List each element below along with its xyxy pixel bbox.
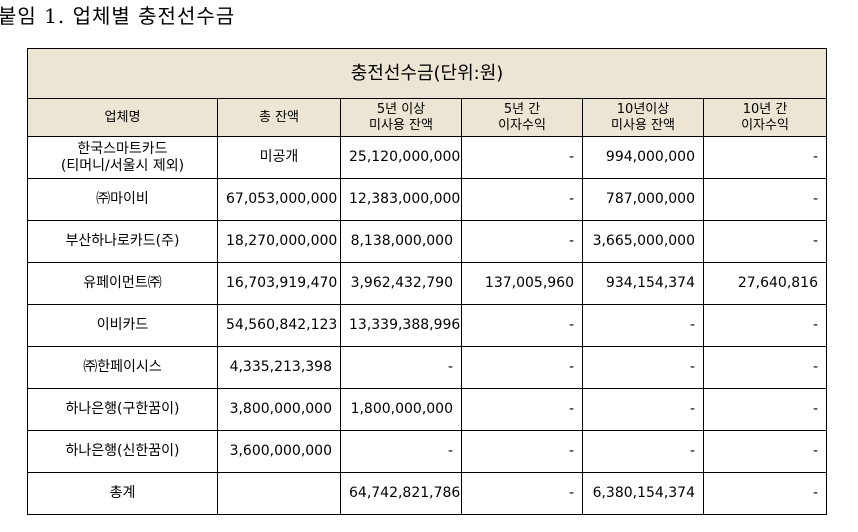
amount-cell: 54,560,842,123 [217,304,341,347]
table-body: 한국스마트카드 (티머니/서울시 제외) 미공개 25,120,000,000-99… [27,136,827,515]
amount-cell: - [461,178,583,221]
company-name: 한국스마트카드 (티머니/서울시 제외) [27,136,218,179]
company-name: ㈜마이비 [27,178,218,221]
amount-cell: - [461,136,583,179]
column-header: 업체명 [27,98,218,137]
amount-cell: 1,800,000,000 [340,388,462,431]
amount-cell: 27,640,816 [703,262,827,305]
company-name: 총계 [27,472,218,515]
amount-cell: 12,383,000,000 [340,178,462,221]
table-row: 이비카드 54,560,842,123 13,339,388,996- - - [27,304,827,347]
amount-cell: 8,138,000,000 [340,220,462,263]
table-caption: 충전선수금(단위:원) [27,48,827,99]
company-name: 부산하나로카드(주) [27,220,218,263]
amount-cell: 미공개 [217,136,341,179]
amount-cell: - [703,472,827,515]
amount-cell: 6,380,154,374 [582,472,704,515]
column-header: 5년 간 이자수익 [461,98,583,137]
amount-cell: - [582,346,704,389]
amount-cell: 67,053,000,000 [217,178,341,221]
amount-cell: 787,000,000 [582,178,704,221]
amount-cell: 64,742,821,786 [340,472,462,515]
company-name: 유페이먼트㈜ [27,262,218,305]
amount-cell: 13,339,388,996 [340,304,462,347]
amount-cell: 25,120,000,000 [340,136,462,179]
amount-cell: 137,005,960 [461,262,583,305]
company-name: 하나은행(구한꿈이) [27,388,218,431]
amount-cell [217,472,341,515]
amount-cell: 3,962,432,790 [340,262,462,305]
amount-cell: - [703,388,827,431]
table-row: 유페이먼트㈜ 16,703,919,470 3,962,432,790 137,005… [27,262,827,305]
amount-cell: - [582,430,704,473]
table-row: 하나은행(구한꿈이) 3,800,000,000 1,800,000,000- - - [27,388,827,431]
amount-cell: - [582,388,704,431]
amount-cell: 3,665,000,000 [582,220,704,263]
amount-cell: 994,000,000 [582,136,704,179]
amount-cell: - [703,346,827,389]
column-header: 10년 간 이자수익 [703,98,827,137]
amount-cell: - [461,388,583,431]
amount-cell: - [703,136,827,179]
table-row: 부산하나로카드(주) 18,270,000,000 8,138,000,000-3,… [27,220,827,263]
amount-cell: 3,600,000,000 [217,430,341,473]
amount-cell: 18,270,000,000 [217,220,341,263]
amount-cell: - [461,346,583,389]
amount-cell: - [582,304,704,347]
amount-cell: - [703,430,827,473]
column-header: 총 잔액 [217,98,341,137]
amount-cell: 3,800,000,000 [217,388,341,431]
table-row: 한국스마트카드 (티머니/서울시 제외) 미공개 25,120,000,000-99… [27,136,827,179]
company-name: 이비카드 [27,304,218,347]
amount-cell: - [461,472,583,515]
amount-cell: - [703,304,827,347]
amount-cell: - [461,430,583,473]
amount-cell: - [340,346,462,389]
company-name: 하나은행(신한꿈이) [27,430,218,473]
amount-cell: - [703,220,827,263]
table-row: ㈜한페이시스 4,335,213,398- - - - [27,346,827,389]
amount-cell: - [703,178,827,221]
amount-cell: - [340,430,462,473]
amount-cell: 4,335,213,398 [217,346,341,389]
document-title: 붙임 1. 업체별 충전선수금 [0,4,236,28]
company-name: ㈜한페이시스 [27,346,218,389]
amount-cell: 16,703,919,470 [217,262,341,305]
table-row: 하나은행(신한꿈이) 3,600,000,000- - - - [27,430,827,473]
column-header: 5년 이상 미사용 잔액 [340,98,462,137]
table-row: 총계 64,742,821,786-6,380,154,374- [27,472,827,515]
amount-cell: 934,154,374 [582,262,704,305]
prepaid-table: 충전선수금(단위:원) 업체명 총 잔액 5년 이상 미사용 잔액 5년 간 이자수익… [27,48,827,515]
header-row: 업체명 총 잔액 5년 이상 미사용 잔액 5년 간 이자수익 10년이상 미사용 잔액… [27,98,827,137]
amount-cell: - [461,220,583,263]
column-header: 10년이상 미사용 잔액 [582,98,704,137]
amount-cell: - [461,304,583,347]
table-row: ㈜마이비 67,053,000,000 12,383,000,000-787,000… [27,178,827,221]
